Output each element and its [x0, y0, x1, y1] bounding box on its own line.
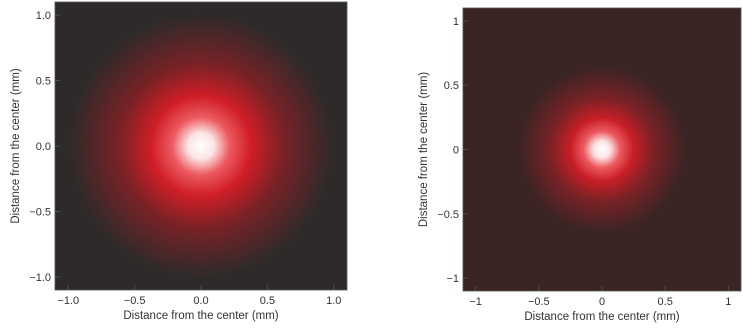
y-tick-label: −0.5 — [29, 206, 51, 218]
beam-spot — [463, 8, 741, 291]
x-tick-label: −1.0 — [57, 295, 79, 307]
x-tick-label: 0.5 — [658, 296, 673, 308]
y-tick-label: −0.5 — [437, 209, 459, 221]
y-tick-label: 1 — [453, 16, 459, 28]
x-tick-label: −0.5 — [528, 296, 550, 308]
y-tick-label: 0.5 — [36, 76, 51, 88]
x-tick-label: 0.5 — [260, 295, 275, 307]
y-axis-label: Distance from the center (mm) — [10, 68, 22, 223]
y-tick-label: −1.0 — [29, 272, 51, 284]
x-tick-label: −1 — [469, 296, 482, 308]
x-tick-label: 1 — [725, 296, 731, 308]
x-tick-label: −0.5 — [124, 295, 146, 307]
x-axis-label: Distance from the center (mm) — [524, 311, 679, 323]
heatmap-panel-2: −1 −0.5 0 0.5 1 −1 −0.5 0 0.5 1 Distance from the … — [418, 7, 742, 323]
x-axis-label: Distance from the center (mm) — [123, 310, 278, 322]
x-tick-label: 1.0 — [326, 295, 341, 307]
beam-spot — [55, 2, 347, 290]
y-tick-label: 0 — [453, 145, 459, 157]
heatmap-panel-1: −1.0 −0.5 0.0 0.5 1.0 −1.0 −0.5 0.0 0.5 1.0 Distan… — [10, 1, 348, 322]
x-tick-label: 0 — [599, 296, 605, 308]
y-tick-label: 1.0 — [36, 10, 51, 22]
y-axis-label: Distance from the center (mm) — [418, 72, 430, 227]
y-tick-label: −1 — [446, 273, 459, 285]
x-tick-label: 0.0 — [193, 295, 208, 307]
y-tick-label: 0.0 — [36, 141, 51, 153]
y-tick-label: 0.5 — [444, 80, 459, 92]
